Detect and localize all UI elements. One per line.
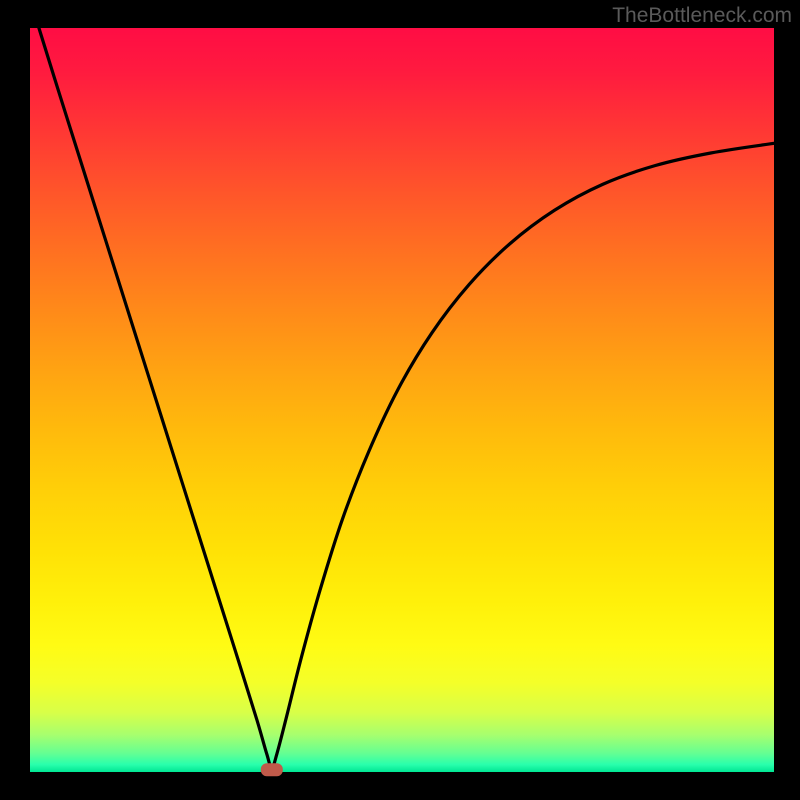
gradient-plot-area xyxy=(30,28,774,772)
minimum-marker xyxy=(261,763,283,776)
chart-svg xyxy=(0,0,800,800)
chart-container: TheBottleneck.com xyxy=(0,0,800,800)
